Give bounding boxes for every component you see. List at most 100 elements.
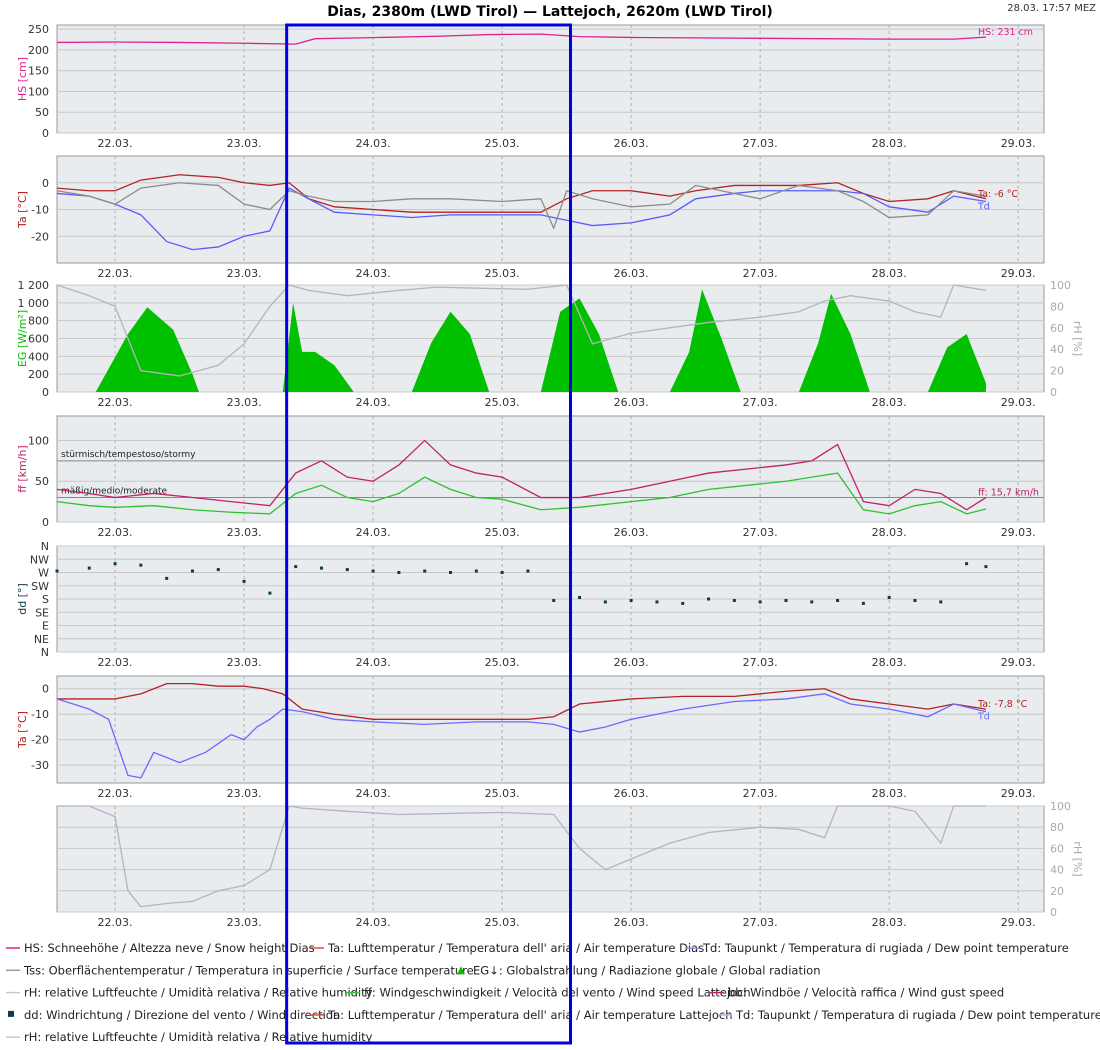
y-tick-label: SW <box>31 580 49 593</box>
x-tick-label: 29.03. <box>1001 916 1036 929</box>
x-tick-label: 27.03. <box>743 267 778 280</box>
wind-direction-point <box>87 566 91 570</box>
wind-direction-point <box>345 568 349 572</box>
x-tick-label: 22.03. <box>98 787 133 800</box>
y-right-axis-label: rH [%] <box>1071 841 1084 876</box>
y-axis-label: HS [cm] <box>16 57 29 101</box>
x-tick-label: 24.03. <box>356 787 391 800</box>
x-tick-label: 22.03. <box>98 656 133 669</box>
x-tick-label: 26.03. <box>614 137 649 150</box>
wind-direction-point <box>423 569 427 573</box>
panel-7: 22.03. 23.03. 24.03. 25.03. 26.03. 27.03. 28.0… <box>56 800 1084 929</box>
y-axis-label: EG [W/m²] <box>16 310 29 367</box>
wind-direction-point <box>242 579 246 583</box>
wind-direction-point <box>113 562 117 566</box>
y-tick-label: N <box>41 540 49 553</box>
y-right-tick-label: 20 <box>1050 885 1064 898</box>
x-tick-label: 26.03. <box>614 916 649 929</box>
wind-direction-point <box>887 596 891 600</box>
legend-label: Tss: Oberflächentemperatur / Temperatura… <box>23 963 474 977</box>
y-tick-label: 1 200 <box>18 279 50 292</box>
y-tick-label: NE <box>34 633 49 646</box>
x-tick-label: 26.03. <box>614 267 649 280</box>
panel-3: 22.03. 23.03. 24.03. 25.03. 26.03. 27.03. 28.0… <box>16 279 1084 409</box>
x-tick-label: 25.03. <box>485 656 520 669</box>
x-tick-label: 29.03. <box>1001 787 1036 800</box>
x-tick-label: 27.03. <box>743 787 778 800</box>
x-tick-label: 26.03. <box>614 656 649 669</box>
series-Td-line <box>56 693 987 779</box>
legend-item: dd: Windrichtung / Direzione del vento /… <box>8 1008 340 1022</box>
series-value-annotation: Td <box>977 712 990 723</box>
y-right-axis-label: rH [%] <box>1071 321 1084 356</box>
legend-label: bb: Windböe / Velocità raffica / Wind gu… <box>728 986 1004 1000</box>
y-tick-label: -20 <box>31 734 49 747</box>
x-tick-label: 27.03. <box>743 656 778 669</box>
wind-direction-point <box>319 566 323 570</box>
x-tick-label: 27.03. <box>743 526 778 539</box>
wind-direction-point <box>552 598 556 602</box>
x-tick-label: 25.03. <box>485 137 520 150</box>
x-tick-label: 28.03. <box>872 787 907 800</box>
legend-label: HS: Schneehöhe / Altezza neve / Snow hei… <box>24 941 315 955</box>
wind-direction-point <box>603 600 607 604</box>
x-tick-label: 23.03. <box>227 787 262 800</box>
panel-background <box>56 415 1045 523</box>
y-right-tick-label: 20 <box>1050 365 1064 378</box>
x-tick-label: 25.03. <box>485 526 520 539</box>
y-tick-label: 0 <box>42 516 49 529</box>
x-tick-label: 29.03. <box>1001 137 1036 150</box>
legend-label: Td: Taupunkt / Temperatura di rugiada / … <box>735 1008 1100 1022</box>
x-tick-label: 25.03. <box>485 267 520 280</box>
x-tick-label: 25.03. <box>485 396 520 409</box>
y-right-tick-label: 60 <box>1050 322 1064 335</box>
y-tick-label: 250 <box>28 23 49 36</box>
wind-direction-point <box>139 563 143 567</box>
y-tick-label: 200 <box>28 44 49 57</box>
legend-label: dd: Windrichtung / Direzione del vento /… <box>24 1008 340 1022</box>
panel-4: 22.03. 23.03. 24.03. 25.03. 26.03. 27.03. 28.0… <box>16 415 1045 539</box>
y-tick-label: W <box>38 567 49 580</box>
panel-background <box>56 805 1045 913</box>
wind-direction-point <box>268 591 272 595</box>
wind-direction-point <box>810 600 814 604</box>
x-tick-label: 27.03. <box>743 396 778 409</box>
x-tick-label: 22.03. <box>98 526 133 539</box>
y-axis-label: Ta [°C] <box>16 191 29 229</box>
y-right-tick-label: 0 <box>1050 906 1057 919</box>
y-right-tick-label: 80 <box>1050 821 1064 834</box>
y-tick-label: SE <box>35 606 49 619</box>
y-tick-label: 0 <box>42 386 49 399</box>
wind-direction-point <box>474 569 478 573</box>
series-Ta-line <box>56 174 987 213</box>
y-tick-label: 100 <box>28 85 49 98</box>
series-EG-area <box>95 289 986 392</box>
wind-direction-point <box>526 569 530 573</box>
panel-5: 22.03. 23.03. 24.03. 25.03. 26.03. 27.03. 28.0… <box>16 540 1045 669</box>
series-value-annotation: Ta: -7,8 °C <box>977 699 1028 710</box>
legend-item: Ta: Lufttemperatur / Temperatura dell' a… <box>310 1008 732 1022</box>
wind-direction-point <box>965 562 969 566</box>
x-tick-label: 26.03. <box>614 787 649 800</box>
x-tick-label: 23.03. <box>227 916 262 929</box>
legend-item: HS: Schneehöhe / Altezza neve / Snow hei… <box>6 941 315 955</box>
panel-background <box>56 675 1045 784</box>
y-tick-label: -20 <box>31 230 49 243</box>
legend-item: EG↓: Globalstrahlung / Radiazione global… <box>457 963 820 977</box>
series-rH-line <box>57 805 986 908</box>
x-tick-label: 22.03. <box>98 267 133 280</box>
legend-label: Td: Taupunkt / Temperatura di rugiada / … <box>702 941 1069 955</box>
wind-direction-point <box>681 601 685 605</box>
y-right-tick-label: 40 <box>1050 343 1064 356</box>
legend-label: ff: Windgeschwindigkeit / Velocità del v… <box>364 986 751 1000</box>
legend-swatch <box>457 966 465 975</box>
x-tick-label: 28.03. <box>872 656 907 669</box>
legend-label: Ta: Lufttemperatur / Temperatura dell' a… <box>327 941 704 955</box>
x-tick-label: 23.03. <box>227 656 262 669</box>
x-tick-label: 24.03. <box>356 137 391 150</box>
wind-direction-point <box>861 601 865 605</box>
x-tick-label: 29.03. <box>1001 267 1036 280</box>
legend-item: Tss: Oberflächentemperatur / Temperatura… <box>6 963 474 977</box>
